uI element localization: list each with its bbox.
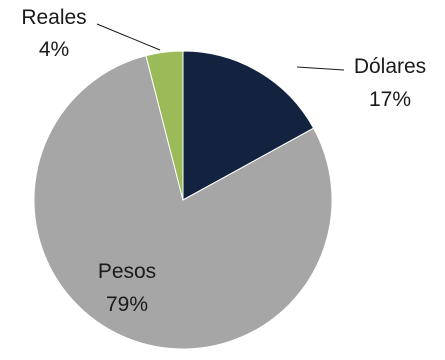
pie-slice-dolares (182, 50, 315, 201)
label-reales-pct: 4% (39, 38, 69, 61)
leader-line-dolares (296, 66, 345, 71)
pie-slices (33, 50, 333, 350)
label-pesos-name: Pesos (98, 260, 156, 283)
label-pesos-pct: 79% (106, 293, 148, 316)
label-dolares-pct: 17% (369, 88, 411, 111)
pie-slice-pesos (33, 55, 333, 350)
label-reales-name: Reales (21, 6, 86, 29)
label-dolares-name: Dólares (354, 55, 426, 78)
leader-line-reales (96, 23, 161, 51)
pie-slice-reales (145, 50, 184, 201)
